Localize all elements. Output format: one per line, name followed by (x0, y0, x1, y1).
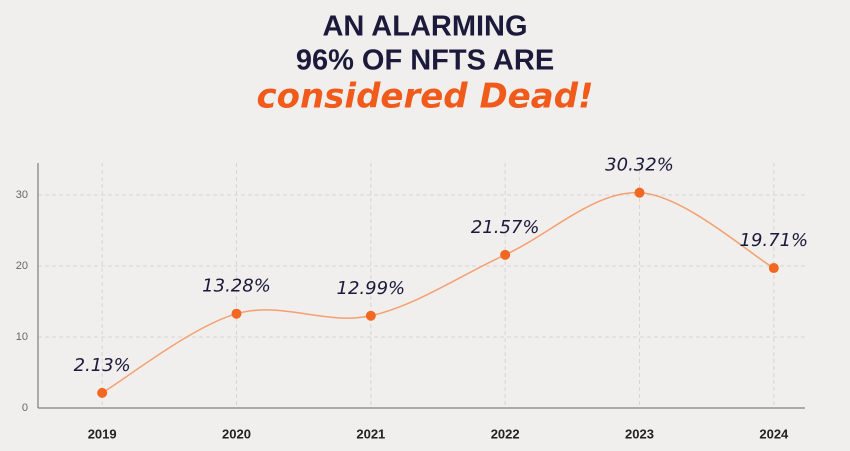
y-tick-label: 0 (22, 402, 28, 414)
x-tick-label: 2024 (759, 426, 789, 441)
data-label: 30.32% (605, 155, 674, 176)
y-tick-label: 10 (16, 331, 28, 343)
line (101, 191, 775, 394)
data-label: 19.71% (740, 230, 809, 251)
x-tick-label: 2020 (222, 426, 251, 441)
y-tick-label: 20 (16, 260, 28, 272)
point (365, 310, 376, 321)
point (500, 249, 511, 260)
chart-subtitle: considered Dead! (256, 77, 593, 117)
x-tick-label: 2021 (356, 426, 385, 441)
chart-title: 96% OF NFTS ARE (296, 45, 554, 77)
data-label: 21.57% (471, 217, 540, 238)
point (634, 187, 645, 198)
x-tick-label: 2023 (625, 426, 654, 441)
x-tick-label: 2022 (491, 426, 520, 441)
point (231, 308, 242, 319)
point (97, 387, 108, 398)
data-label: 2.13% (74, 355, 131, 376)
chart-title: AN ALARMING (322, 11, 527, 43)
x-tick-label: 2019 (88, 426, 117, 441)
data-label: 13.28% (202, 276, 271, 297)
point (768, 263, 779, 274)
data-label: 12.99% (337, 278, 406, 299)
y-tick-label: 30 (16, 189, 28, 201)
